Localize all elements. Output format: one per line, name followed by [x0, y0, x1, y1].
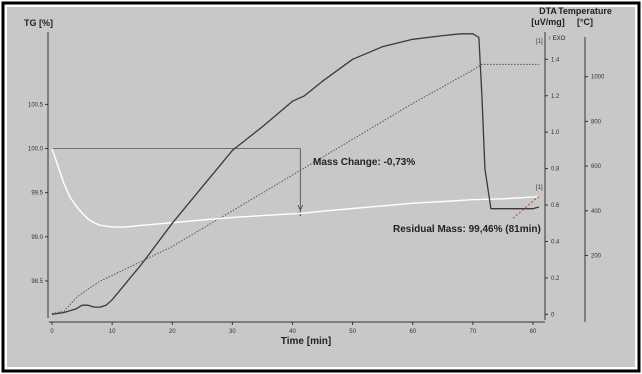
- dta-tick-label: 0.8: [551, 167, 560, 173]
- x-tick-label: 50: [349, 329, 356, 335]
- x-tick-label: 20: [169, 329, 176, 335]
- temperature-axis-title-line2: [°C]: [577, 17, 593, 27]
- residual-mass-leader-line: [512, 195, 540, 219]
- tg-curve: [51, 148, 540, 228]
- dta-tick-label: 1.0: [551, 130, 560, 136]
- mass-change-annotation: Mass Change: -0,73%: [313, 157, 415, 168]
- dta-tick-label: 1.4: [551, 57, 560, 63]
- tg-tick-label: 98.5: [31, 279, 43, 285]
- chart-layer: 0 10 20 30 40 50 60 70 80 98.5 99.0 99.5 100.0 100.5 0…: [28, 32, 605, 335]
- x-tick-label: 80: [530, 329, 537, 335]
- plot-background: [7, 7, 635, 367]
- tg-tick-label: 99.5: [31, 191, 43, 197]
- temperature-tick-label: 1000: [591, 75, 605, 81]
- temperature-tick-label: 600: [591, 164, 602, 170]
- curve-marker-label-residual: [1]: [536, 185, 543, 191]
- tg-axis-title: TG [%]: [24, 18, 53, 28]
- dta-tick-label: 0.6: [551, 203, 560, 209]
- curve-marker-label-top: [1]: [536, 39, 543, 45]
- dta-axis-title-line1: DTA: [539, 6, 557, 16]
- temperature-tick-label: 200: [591, 253, 602, 259]
- tg-tick-label: 100.5: [28, 102, 44, 108]
- dta-axis-title-line2: [uV/mg]: [531, 17, 565, 27]
- temperature-tick-label: 800: [591, 119, 602, 125]
- dta-tick-label: 0.2: [551, 276, 560, 282]
- x-tick-label: 30: [229, 329, 236, 335]
- x-tick-label: 70: [470, 329, 477, 335]
- tg-tick-label: 100.0: [28, 147, 44, 153]
- temperature-axis-title-line1: Temperature: [558, 6, 612, 16]
- x-tick-label: 10: [109, 329, 116, 335]
- x-axis-title: Time [min]: [281, 336, 331, 347]
- residual-mass-annotation: Residual Mass: 99,46% (81min): [393, 224, 541, 235]
- dta-tick-label: 0.4: [551, 239, 560, 245]
- x-tick-label: 0: [50, 329, 54, 335]
- temperature-tick-label: 400: [591, 209, 602, 215]
- tg-tick-label: 99.0: [31, 235, 43, 241]
- x-tick-label: 60: [409, 329, 416, 335]
- exo-indicator: ↑ EXO: [548, 36, 566, 42]
- dta-tick-label: 0: [551, 312, 555, 318]
- x-tick-label: 40: [289, 329, 296, 335]
- dta-tick-label: 1.2: [551, 94, 560, 100]
- dta-curve: [51, 33, 540, 316]
